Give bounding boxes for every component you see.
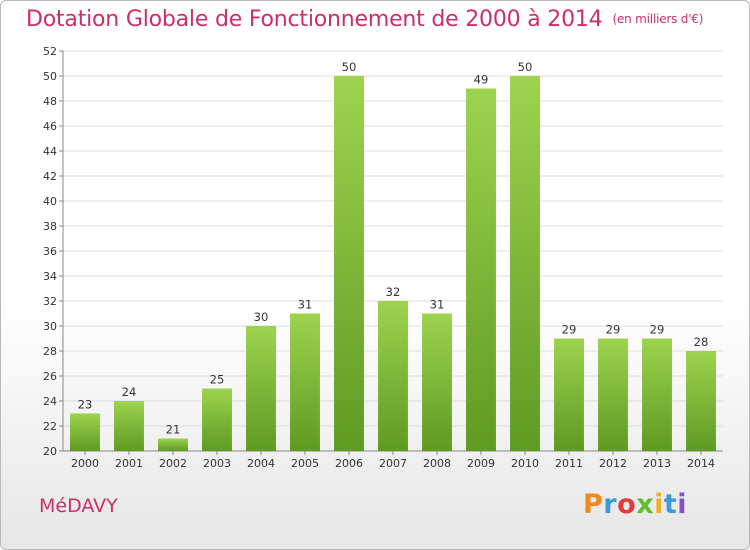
bar-value-label: 50 bbox=[342, 60, 357, 74]
chart-title-text: Dotation Globale de Fonctionnement de 20… bbox=[26, 7, 603, 32]
bar-value-label: 24 bbox=[122, 385, 137, 399]
x-tick-label: 2007 bbox=[379, 457, 407, 470]
logo-letter: t bbox=[663, 489, 678, 520]
y-tick-label: 48 bbox=[43, 95, 57, 108]
bar-value-label: 28 bbox=[694, 335, 709, 349]
logo-letter: i bbox=[654, 489, 664, 520]
x-tick-label: 2014 bbox=[687, 457, 715, 470]
bar bbox=[202, 388, 232, 451]
bar-value-label: 29 bbox=[606, 323, 621, 337]
x-tick-label: 2011 bbox=[555, 457, 583, 470]
bar bbox=[378, 301, 408, 451]
bar bbox=[598, 338, 628, 451]
y-tick-label: 40 bbox=[43, 195, 57, 208]
bar-value-label: 21 bbox=[166, 423, 181, 437]
y-tick-label: 32 bbox=[43, 295, 57, 308]
y-tick-label: 30 bbox=[43, 320, 57, 333]
bar-value-label: 25 bbox=[210, 373, 225, 387]
y-tick-label: 38 bbox=[43, 220, 57, 233]
logo-letter: o bbox=[617, 489, 637, 520]
y-tick-label: 50 bbox=[43, 70, 57, 83]
commune-name: MéDAVY bbox=[39, 495, 118, 517]
y-tick-label: 46 bbox=[43, 120, 57, 133]
bar bbox=[554, 338, 584, 451]
bar bbox=[70, 413, 100, 451]
y-tick-label: 52 bbox=[43, 45, 57, 58]
bar-value-label: 31 bbox=[430, 298, 445, 312]
y-tick-label: 22 bbox=[43, 420, 57, 433]
x-tick-label: 2009 bbox=[467, 457, 495, 470]
x-tick-label: 2002 bbox=[159, 457, 187, 470]
x-tick-label: 2001 bbox=[115, 457, 143, 470]
bar bbox=[422, 313, 452, 451]
labels: 20 22 24 26 28 30 32 34 36 38 40 42 44 46 48 50 52 23 2000… bbox=[43, 45, 715, 470]
bar-value-label: 32 bbox=[386, 285, 401, 299]
chart-title: Dotation Globale de Fonctionnement de 20… bbox=[26, 7, 703, 32]
proxiti-logo: Proxiti bbox=[583, 489, 687, 520]
bar-value-label: 50 bbox=[518, 60, 533, 74]
bar bbox=[246, 326, 276, 451]
y-tick-label: 36 bbox=[43, 245, 57, 258]
bar bbox=[158, 438, 188, 451]
logo-letter: P bbox=[583, 489, 604, 520]
bar-value-label: 49 bbox=[474, 73, 489, 87]
bar bbox=[334, 76, 364, 451]
bar-value-label: 31 bbox=[298, 298, 313, 312]
bar bbox=[510, 76, 540, 451]
y-tick-label: 24 bbox=[43, 395, 57, 408]
bar bbox=[114, 401, 144, 451]
logo-letter: i bbox=[677, 489, 688, 520]
bar bbox=[290, 313, 320, 451]
bar bbox=[686, 351, 716, 451]
bar-value-label: 29 bbox=[562, 323, 577, 337]
logo-letter: x bbox=[636, 489, 655, 520]
x-tick-label: 2013 bbox=[643, 457, 671, 470]
bar-value-label: 29 bbox=[650, 323, 665, 337]
bar bbox=[466, 88, 496, 451]
x-tick-label: 2012 bbox=[599, 457, 627, 470]
y-tick-label: 34 bbox=[43, 270, 57, 283]
x-tick-label: 2008 bbox=[423, 457, 451, 470]
bar-value-label: 23 bbox=[78, 398, 93, 412]
chart-subtitle: (en milliers d'€) bbox=[612, 12, 704, 26]
bars bbox=[70, 76, 716, 451]
y-tick-label: 44 bbox=[43, 145, 57, 158]
x-tick-label: 2004 bbox=[247, 457, 275, 470]
y-tick-label: 42 bbox=[43, 170, 57, 183]
x-tick-label: 2010 bbox=[511, 457, 539, 470]
x-tick-label: 2005 bbox=[291, 457, 319, 470]
x-tick-label: 2000 bbox=[71, 457, 99, 470]
logo-letter: r bbox=[603, 489, 618, 520]
bar bbox=[642, 338, 672, 451]
y-tick-label: 26 bbox=[43, 370, 57, 383]
x-tick-label: 2003 bbox=[203, 457, 231, 470]
bar-value-label: 30 bbox=[254, 310, 269, 324]
y-tick-label: 20 bbox=[43, 445, 57, 458]
x-tick-label: 2006 bbox=[335, 457, 363, 470]
y-tick-label: 28 bbox=[43, 345, 57, 358]
